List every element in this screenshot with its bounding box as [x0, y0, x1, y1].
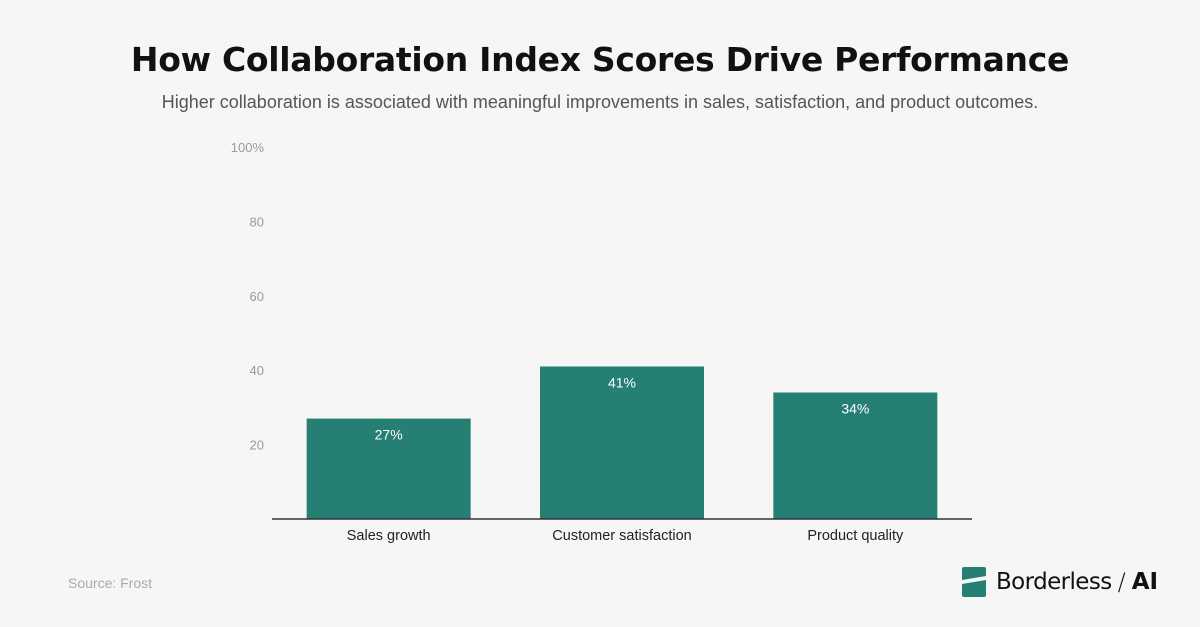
x-category-label: Sales growth [347, 528, 431, 544]
bar-value-label: 41% [608, 374, 636, 390]
bars-group: 27% 41% 34% [306, 366, 938, 519]
x-category-label: Customer satisfaction [552, 528, 691, 544]
brand-logo: Borderless / AI [962, 566, 1158, 598]
source-note: Source: Frost [68, 575, 153, 591]
bar-product-quality [773, 392, 938, 519]
borderless-logo-icon [962, 567, 986, 597]
bar-customer-satisfaction [540, 366, 704, 519]
y-tick-label: 80 [250, 214, 264, 229]
brand-separator: / [1117, 568, 1126, 596]
chart-title: How Collaboration Index Scores Drive Per… [130, 40, 1070, 79]
y-tick-label: 60 [250, 289, 264, 304]
bar-sales-growth [306, 418, 471, 519]
bar-value-label: 27% [375, 427, 403, 443]
y-tick-label: 40 [250, 363, 264, 378]
y-tick-label: 20 [250, 438, 264, 453]
bar-value-label: 34% [841, 401, 869, 417]
x-category-label: Product quality [807, 528, 904, 544]
brand-name: Borderless [996, 569, 1112, 595]
y-axis: 20 40 60 80 100% [231, 140, 265, 453]
chart-subtitle: Higher collaboration is associated with … [161, 92, 1039, 112]
brand-suffix: AI [1131, 569, 1159, 595]
x-axis: Sales growth Customer satisfaction Product… [347, 528, 904, 544]
y-tick-label: 100% [231, 140, 265, 155]
